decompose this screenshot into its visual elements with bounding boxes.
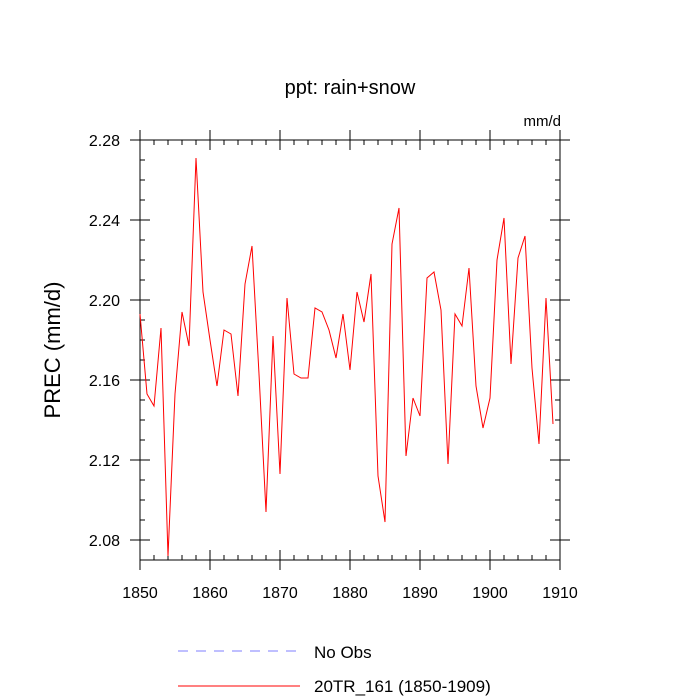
y-tick-label: 2.12 [89, 453, 120, 470]
y-tick-label: 2.08 [89, 533, 120, 550]
chart-title: ppt: rain+snow [285, 77, 416, 99]
series-group [139, 157, 554, 557]
x-tick-label: 1890 [402, 585, 438, 602]
x-tick-label: 1900 [472, 585, 508, 602]
x-tick-label: 1860 [192, 585, 228, 602]
x-tick-label: 1870 [262, 585, 298, 602]
legend-label-20tr-161: 20TR_161 (1850-1909) [314, 677, 491, 696]
y-tick-label: 2.24 [89, 213, 120, 230]
y-tick-label: 2.28 [89, 133, 120, 150]
y-tick-label: 2.20 [89, 293, 120, 310]
plot-frame [139, 139, 561, 561]
legend-label-no-obs: No Obs [314, 643, 372, 662]
y-tick-labels: 2.08 2.12 2.16 2.20 2.24 2.28 [89, 133, 120, 550]
x-tick-label: 1850 [122, 585, 158, 602]
y-tick-label: 2.16 [89, 373, 120, 390]
series-line-20tr-161 [139, 157, 554, 557]
legend: No Obs 20TR_161 (1850-1909) [178, 643, 491, 696]
x-tick-labels: 1850 1860 1870 1880 1890 1900 1910 [122, 585, 578, 602]
units-label: mm/d [524, 113, 562, 130]
x-tick-label: 1880 [332, 585, 368, 602]
axis-ticks [130, 130, 570, 570]
x-tick-label: 1910 [542, 585, 578, 602]
y-axis-label: PREC (mm/d) [40, 282, 65, 419]
